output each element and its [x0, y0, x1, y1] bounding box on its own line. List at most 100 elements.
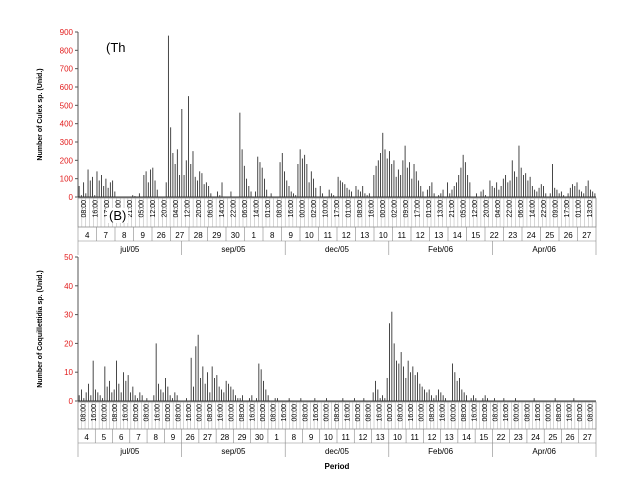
y-tick-label: 10: [64, 368, 73, 377]
day-label: 26: [566, 433, 575, 442]
day-label: 23: [514, 433, 523, 442]
time-tick-label: 16:00: [154, 404, 161, 422]
month-label: Feb/06: [428, 447, 453, 456]
month-label: sep/05: [221, 447, 246, 456]
day-label: 8: [292, 433, 297, 442]
time-tick-label: 08:00: [588, 404, 595, 422]
month-label: sep/05: [221, 245, 246, 254]
time-tick-label: 10:00: [322, 200, 329, 218]
time-tick-label: 20:00: [161, 200, 168, 218]
time-tick-label: 02:00: [311, 200, 318, 218]
panel-b-label: (B): [107, 208, 129, 223]
time-tick-label: 08:00: [334, 404, 341, 422]
time-tick-label: 13:00: [587, 200, 594, 218]
time-tick-label: 16:00: [376, 404, 383, 422]
month-label: Apr/06: [532, 447, 556, 456]
time-tick-label: 06:00: [207, 200, 214, 218]
time-tick-label: 08:00: [461, 404, 468, 422]
day-label: 10: [379, 231, 388, 240]
time-tick-label: 08:00: [239, 404, 246, 422]
day-label: 8: [270, 231, 275, 240]
day-label: 11: [341, 433, 350, 442]
day-label: 13: [376, 433, 385, 442]
time-tick-label: 16:00: [471, 404, 478, 422]
day-label: 12: [342, 231, 351, 240]
time-tick-label: 02:00: [392, 200, 399, 218]
y-tick-label: 400: [60, 120, 74, 129]
time-tick-label: 01:00: [265, 200, 272, 218]
time-tick-label: 17:00: [415, 200, 422, 218]
day-label: 28: [194, 231, 203, 240]
time-tick-label: 08:00: [429, 404, 436, 422]
day-label: 26: [186, 433, 195, 442]
day-label: 27: [583, 433, 592, 442]
y-tick-label: 500: [60, 101, 74, 110]
day-label: 22: [490, 231, 499, 240]
day-label: 10: [324, 433, 333, 442]
time-tick-label: 04:00: [495, 200, 502, 218]
time-strip: [77, 401, 597, 430]
day-label: 13: [445, 433, 454, 442]
day-label: 4: [84, 433, 89, 442]
time-tick-label: 00:00: [299, 200, 306, 218]
day-label: 9: [309, 433, 314, 442]
day-label: 11: [398, 231, 407, 240]
day-label: 11: [411, 433, 420, 442]
day-label: 9: [289, 231, 294, 240]
time-tick-label: 16:00: [281, 404, 288, 422]
time-tick-label: 08:00: [276, 200, 283, 218]
day-label: 8: [153, 433, 158, 442]
time-tick-label: 08:00: [207, 404, 214, 422]
day-label: 23: [508, 231, 517, 240]
panel-b-chart: 0 10 20 30 40 50 Number of Coquillettidia sp. …: [37, 253, 597, 471]
time-tick-label: 00:00: [133, 404, 140, 422]
day-label: 24: [531, 433, 540, 442]
time-tick-label: 16:00: [440, 404, 447, 422]
y-tick-label: 700: [60, 65, 74, 74]
time-tick-label: 00:00: [545, 404, 552, 422]
time-tick-label: 22:00: [541, 200, 548, 218]
day-label: 4: [85, 231, 90, 240]
time-tick-label: 04:00: [173, 200, 180, 218]
time-tick-label: 16:00: [91, 404, 98, 422]
time-tick-label: 08:00: [271, 404, 278, 422]
time-tick-label: 08:00: [112, 404, 119, 422]
time-tick-label: 08:00: [357, 200, 364, 218]
time-tick-label: 05:00: [138, 200, 145, 218]
day-label: 24: [527, 231, 536, 240]
day-label: 27: [582, 231, 591, 240]
time-tick-label: 22:00: [230, 200, 237, 218]
month-label: jul/05: [119, 447, 140, 456]
time-tick-label: 16:00: [567, 404, 574, 422]
y-tick-label: 30: [64, 311, 73, 320]
day-label: 26: [564, 231, 573, 240]
time-tick-label: 16:00: [218, 404, 225, 422]
day-label: 1: [252, 231, 257, 240]
time-tick-label: 00:00: [197, 404, 204, 422]
time-tick-label: 16:00: [186, 404, 193, 422]
day-label: 22: [497, 433, 506, 442]
time-tick-label: 16:00: [313, 404, 320, 422]
day-label: 10: [305, 231, 314, 240]
time-tick-label: 08:00: [524, 404, 531, 422]
day-label: 7: [104, 231, 109, 240]
time-tick-label: 21:00: [127, 200, 134, 218]
y-tick-label: 200: [60, 156, 74, 165]
time-tick-label: 14:00: [530, 200, 537, 218]
time-tick-label: 16:00: [345, 404, 352, 422]
time-tick-label: 00:00: [450, 404, 457, 422]
time-tick-label: 00:00: [380, 200, 387, 218]
time-tick-label: 01:00: [576, 200, 583, 218]
time-tick-label: 00:00: [387, 404, 394, 422]
month-label: dec/05: [325, 447, 350, 456]
day-label: 15: [479, 433, 488, 442]
time-strip: [77, 197, 597, 228]
day-label: 28: [220, 433, 229, 442]
time-tick-label: 16:00: [123, 404, 130, 422]
month-label: dec/05: [325, 245, 350, 254]
day-label: 10: [393, 433, 402, 442]
day-label: 30: [255, 433, 264, 442]
time-tick-label: 08:00: [144, 404, 151, 422]
time-tick-label: 16:00: [535, 404, 542, 422]
